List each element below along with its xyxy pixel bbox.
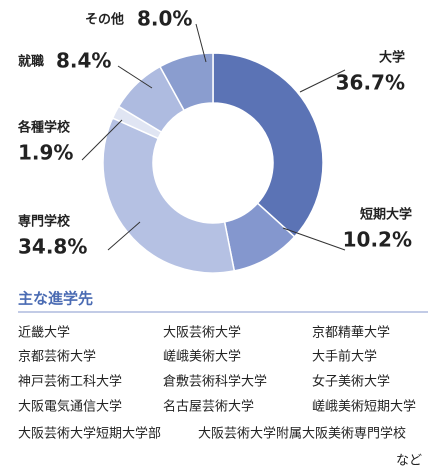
destination: 大阪電気通信大学: [18, 399, 122, 415]
slice: [158, 52, 214, 112]
center-label: コース: [192, 177, 233, 193]
slice-name: 専門学校: [18, 214, 71, 230]
destination: 名古屋芸術大学: [163, 399, 254, 415]
leader-line: [107, 221, 141, 251]
destination: 京都芸術大学: [18, 349, 96, 365]
destination: 大阪芸術大学短期大学部: [18, 426, 161, 442]
section-title: 主な進学先: [18, 290, 93, 308]
center-label: マンガ・: [185, 133, 241, 149]
note: など: [396, 454, 422, 469]
destination: 京都精華大学: [312, 325, 390, 341]
slice-name: 大学: [379, 50, 405, 66]
value-label: 10.2%: [343, 228, 412, 252]
leader-line: [282, 227, 346, 251]
destination: 倉敷芸術科学大学: [163, 374, 267, 390]
slice: [212, 52, 324, 238]
value-label: 1.9%: [18, 141, 73, 165]
destination: 大手前大学: [312, 349, 377, 365]
slice-name: その他: [85, 12, 124, 28]
value-label: 8.4%: [56, 49, 111, 73]
value-label: 36.7%: [336, 71, 405, 95]
leader-line: [117, 65, 153, 89]
value-label: 8.0%: [137, 7, 192, 31]
destination: 嵯峨美術短期大学: [312, 399, 416, 415]
value-label: 34.8%: [18, 235, 87, 259]
slice-name: 短期大学: [360, 207, 412, 223]
destination: 近畿大学: [18, 325, 70, 341]
destination: 神戸芸術工科大学: [18, 374, 122, 390]
leader-line: [299, 69, 346, 93]
destination: 大阪芸術大学附属大阪美術専門学校: [198, 426, 406, 442]
destination: 女子美術大学: [312, 374, 390, 390]
slice-name: 就職: [18, 54, 44, 70]
destination: 大阪芸術大学: [163, 325, 241, 341]
leader-line: [81, 119, 123, 161]
slice-name: 各種学校: [17, 120, 71, 136]
destination: 嵯峨美術大学: [163, 349, 241, 365]
center-label: アニメーション: [164, 155, 261, 171]
leader-line: [195, 23, 207, 63]
slice: [102, 117, 236, 274]
